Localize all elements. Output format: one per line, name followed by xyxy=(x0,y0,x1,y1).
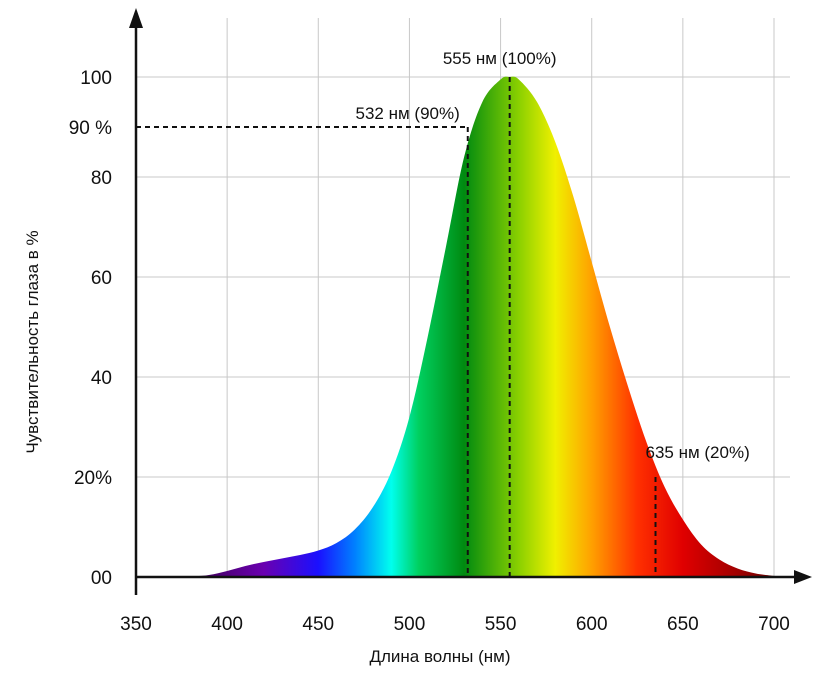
y-tick-label: 00 xyxy=(91,568,112,589)
y-tick-label: 90 % xyxy=(69,118,112,139)
y-tick-label: 40 xyxy=(91,368,112,389)
x-axis-label: Длина волны (нм) xyxy=(369,647,510,666)
y-tick-label: 100 xyxy=(80,68,112,89)
y-tick-label: 20% xyxy=(74,468,112,489)
annotation-label: 635 нм (20%) xyxy=(646,443,750,462)
x-tick-label: 600 xyxy=(576,614,608,635)
x-tick-label: 350 xyxy=(120,614,152,635)
annotation-label: 555 нм (100%) xyxy=(443,49,557,68)
y-axis-label: Чувствительность глаза в % xyxy=(23,230,42,453)
annotation-label: 532 нм (90%) xyxy=(356,104,460,123)
sensitivity-curve xyxy=(190,76,774,578)
y-tick-label: 60 xyxy=(91,268,112,289)
y-tick-label: 80 xyxy=(91,168,112,189)
tick-labels: 350 400 450 500 550 600 650 700 00 20% 40 60 80 90 % 1… xyxy=(69,68,790,635)
x-tick-label: 450 xyxy=(302,614,334,635)
annotation-labels: 555 нм (100%) 532 нм (90%) 635 нм (20%) xyxy=(356,49,750,462)
y-axis-arrow xyxy=(129,8,143,28)
axes xyxy=(129,8,812,595)
x-tick-label: 400 xyxy=(211,614,243,635)
annotation-lines xyxy=(136,77,657,577)
x-tick-label: 550 xyxy=(485,614,517,635)
x-axis-arrow xyxy=(794,570,812,584)
x-tick-label: 500 xyxy=(394,614,426,635)
x-tick-label: 700 xyxy=(758,614,790,635)
x-tick-label: 650 xyxy=(667,614,699,635)
